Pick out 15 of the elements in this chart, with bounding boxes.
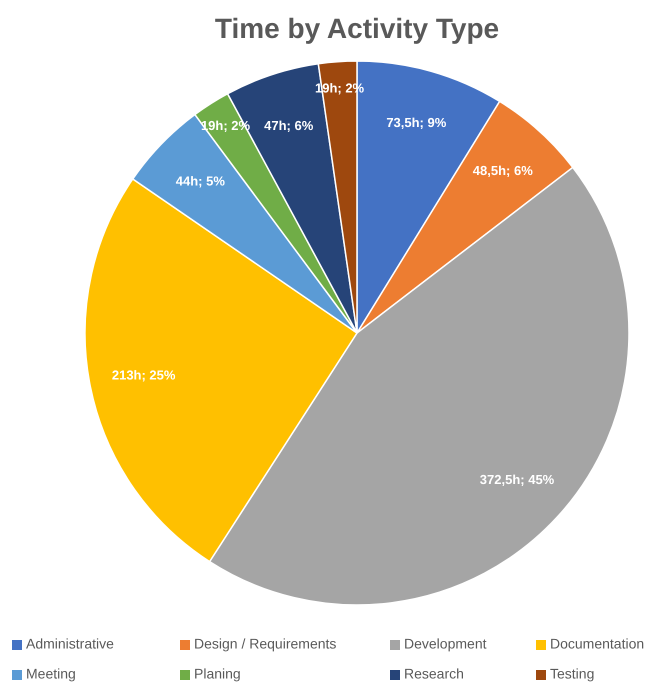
legend-label: Meeting <box>26 666 76 682</box>
legend-label: Planing <box>194 666 241 682</box>
data-label: 48,5h; 6% <box>472 162 534 178</box>
data-label: 47h; 6% <box>264 118 314 133</box>
data-label: 372,5h; 45% <box>480 472 555 487</box>
data-label: 213h; 25% <box>112 367 176 382</box>
legend-label: Design / Requirements <box>194 636 336 652</box>
legend-label: Development <box>404 636 487 652</box>
legend-label: Administrative <box>26 636 114 652</box>
legend-label: Testing <box>550 666 594 682</box>
data-label: 73,5h; 9% <box>386 115 447 130</box>
legend-label: Research <box>404 666 464 682</box>
chart-title: Time by Activity Type <box>214 13 500 44</box>
legend-label: Documentation <box>550 636 644 652</box>
data-label: 44h; 5% <box>176 173 226 188</box>
